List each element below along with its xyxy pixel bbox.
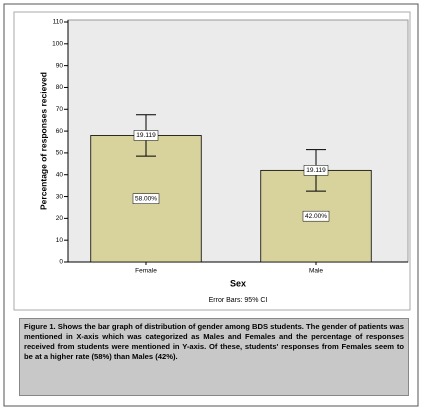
- chart-panel: [13, 11, 411, 311]
- value-label: 58.00%: [135, 195, 157, 202]
- frame: [3, 3, 419, 407]
- caption: Figure 1. Shows the bar graph of distrib…: [19, 318, 409, 396]
- error-label-box: [133, 130, 159, 141]
- x-tick-label: Male: [309, 268, 323, 275]
- value-label-box: [302, 210, 330, 222]
- x-axis-label: Sex: [230, 278, 246, 288]
- y-tick-label: 40: [56, 171, 64, 178]
- y-tick-label: 110: [53, 19, 64, 26]
- y-tick-label: 60: [56, 128, 64, 135]
- y-tick-label: 30: [56, 193, 64, 200]
- value-label-box: [132, 193, 160, 204]
- x-tick-label: Female: [135, 268, 157, 275]
- error-label: 19.119: [136, 132, 156, 139]
- error-label: 19.119: [306, 167, 326, 174]
- error-label-box: [303, 165, 329, 176]
- y-tick-label: 90: [56, 62, 64, 69]
- y-tick-label: 20: [56, 215, 64, 222]
- y-tick-label: 100: [52, 41, 63, 48]
- y-axis-label: Percentage of responses recieved: [38, 72, 48, 210]
- footnote: Error Bars: 95% CI: [209, 297, 268, 304]
- y-tick-label: 10: [56, 237, 64, 244]
- y-tick-label: 80: [56, 84, 64, 91]
- y-tick-label: 0: [59, 259, 63, 266]
- value-label: 42.00%: [305, 213, 327, 220]
- y-tick-label: 70: [56, 106, 64, 113]
- y-tick-label: 50: [56, 150, 64, 157]
